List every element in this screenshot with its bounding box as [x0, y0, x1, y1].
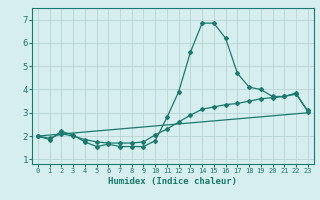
X-axis label: Humidex (Indice chaleur): Humidex (Indice chaleur) — [108, 177, 237, 186]
